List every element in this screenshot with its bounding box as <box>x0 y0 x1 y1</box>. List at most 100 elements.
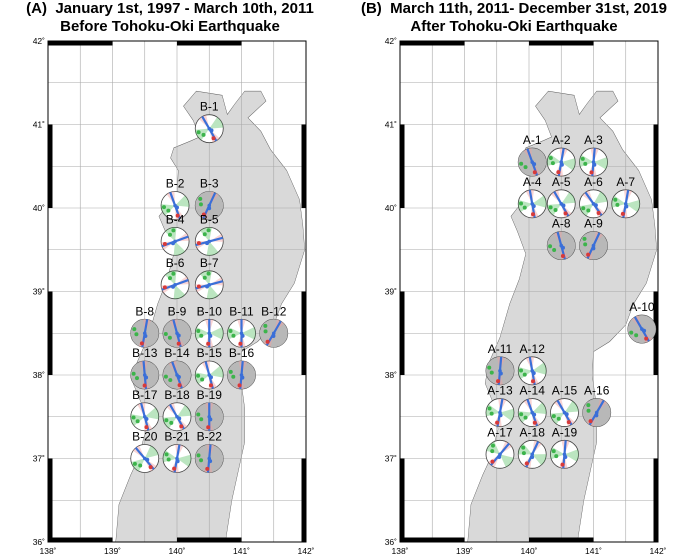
stress-point <box>591 160 596 164</box>
station-label: A-15 <box>552 384 578 398</box>
panel-b-border-bar-bottom <box>400 537 465 542</box>
panel-a-border-bar-top <box>48 41 113 46</box>
stress-point <box>142 373 147 377</box>
panel-a-date-range: January 1st, 1997 - March 10th, 2011 <box>55 0 314 17</box>
focal-plot-a-2: A-2 <box>546 133 576 177</box>
stress-point <box>530 452 535 457</box>
stress-point <box>131 371 136 376</box>
stress-point <box>523 165 528 170</box>
focal-plot-a-16: A-16 <box>582 384 612 427</box>
stress-point <box>175 373 179 377</box>
panel-b-border-bar-right <box>653 458 658 542</box>
stress-point <box>139 341 144 346</box>
station-label: A-6 <box>584 175 603 189</box>
stress-point <box>498 369 502 373</box>
panel-b-title-line1: (B) March 11th, 2011- December 31st, 201… <box>343 0 685 18</box>
stress-point <box>196 329 201 334</box>
stress-sector <box>593 191 608 204</box>
stress-point <box>498 410 502 415</box>
stress-point <box>551 414 556 419</box>
focal-plot-a-7: A-7 <box>611 175 641 219</box>
focal-plot-b-7: B-7 <box>194 256 224 300</box>
panel-b-y-tick-label: 37˚ <box>385 454 397 464</box>
station-label: A-8 <box>552 217 571 231</box>
stress-point <box>581 206 586 211</box>
station-label: A-2 <box>552 133 571 147</box>
panel-a-y-tick-label: 39˚ <box>33 287 45 297</box>
focal-plot-a-3: A-3 <box>579 133 608 177</box>
stress-sector <box>177 454 192 467</box>
panel-b-x-tick-label: 139˚ <box>456 546 473 556</box>
focal-plot-b-19: B-19 <box>194 388 224 432</box>
stress-point <box>164 418 169 423</box>
stress-sector <box>532 402 547 414</box>
panel-b-title-line2: After Tohoku-Oki Earthquake <box>410 18 618 35</box>
focal-plot-b-6: B-6 <box>160 256 190 300</box>
stress-point <box>615 202 620 207</box>
stress-point <box>523 415 528 420</box>
stress-sector <box>173 241 186 256</box>
stress-point <box>144 425 149 430</box>
panel-a-title-line1: (A) January 1st, 1997 - March 10th, 2011 <box>0 0 340 18</box>
stress-point <box>200 377 205 382</box>
focal-plot-b-10: B-10 <box>194 304 224 348</box>
focal-plot-a-5: A-5 <box>546 175 576 219</box>
panel-a-border-bar-bottom <box>48 537 113 542</box>
focal-plot-b-17: B-17 <box>130 388 160 432</box>
stress-point <box>199 417 204 422</box>
stress-point <box>206 425 211 430</box>
stress-point <box>556 416 561 421</box>
station-label: B-8 <box>135 304 154 318</box>
panel-b-x-tick-label: 140˚ <box>520 546 537 556</box>
focal-plot-b-2: B-2 <box>160 176 190 220</box>
focal-plot-a-9: A-9 <box>579 217 608 260</box>
stress-point <box>263 329 268 334</box>
stress-point <box>496 379 501 384</box>
stress-point <box>171 228 176 233</box>
stress-point <box>586 403 591 408</box>
stress-point <box>201 132 206 137</box>
stress-point <box>207 239 212 244</box>
panel-b-y-tick-label: 36˚ <box>385 537 397 547</box>
panel-b-map: 138˚ 139˚ 140˚ 141˚ 142˚ 36˚ 37˚ 38˚ 39˚ 40˚ 41˚ 42… <box>385 36 667 556</box>
stress-sector <box>209 117 224 129</box>
focal-plot-a-19: A-19 <box>550 425 579 469</box>
stress-point <box>173 239 177 244</box>
stress-sector <box>593 157 608 170</box>
stress-point <box>586 252 591 257</box>
panel-a-border-bar-right <box>301 124 306 208</box>
panel-b-border-bar-left <box>400 291 405 375</box>
station-label: B-20 <box>132 430 158 444</box>
stress-sector <box>131 458 145 472</box>
stress-point <box>271 331 276 336</box>
stress-point <box>171 271 176 276</box>
stress-point <box>582 236 587 241</box>
stress-point <box>591 202 596 206</box>
stress-point <box>548 205 553 210</box>
panel-a-x-tick-label: 138˚ <box>39 546 56 556</box>
stress-point <box>530 160 535 164</box>
panel-b-border-bar-top <box>400 41 465 46</box>
stress-point <box>142 331 147 336</box>
panel-a-letter: (A) <box>26 0 47 17</box>
stress-point <box>175 331 179 336</box>
stress-point <box>586 408 591 413</box>
panel-b-y-tick-label: 40˚ <box>385 203 397 213</box>
station-label: B-21 <box>164 430 190 444</box>
stress-point <box>205 466 210 471</box>
focal-plot-a-11: A-11 <box>485 342 515 386</box>
station-label: B-11 <box>229 304 254 318</box>
stress-sector <box>532 195 547 208</box>
panel-a-y-tick-label: 40˚ <box>33 203 45 213</box>
stress-sector <box>564 449 579 462</box>
stress-point <box>201 212 206 217</box>
panel-a-y-tick-label: 36˚ <box>33 537 45 547</box>
stress-point <box>166 208 171 213</box>
station-label: A-5 <box>552 175 571 189</box>
stress-point <box>490 449 495 454</box>
stress-point <box>522 205 527 210</box>
stress-point <box>173 283 177 287</box>
station-label: B-14 <box>164 346 190 360</box>
station-label: A-13 <box>487 384 513 398</box>
